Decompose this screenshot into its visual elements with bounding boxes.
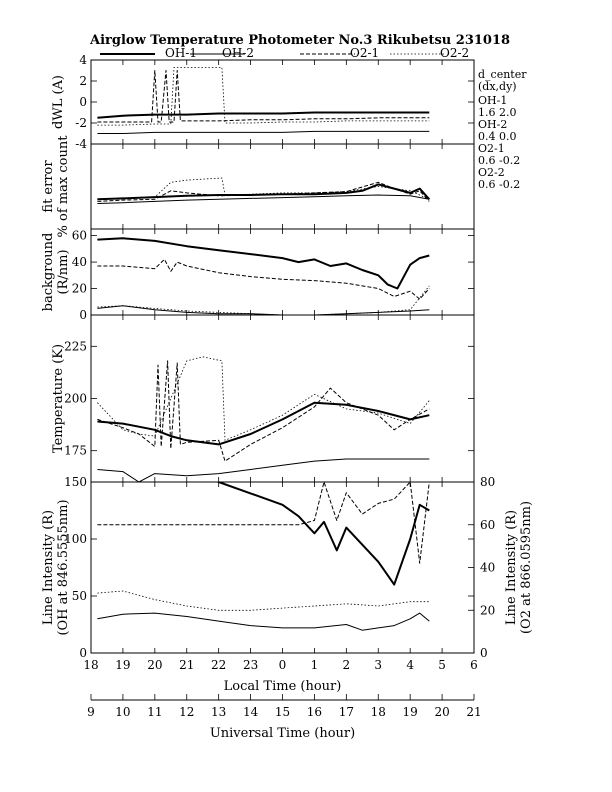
series-o2-2-panel-5 xyxy=(97,590,430,611)
y-axis-label-3: background xyxy=(41,233,56,312)
y-tick-label: -2 xyxy=(75,116,87,130)
y-tick-label: 150 xyxy=(64,475,87,489)
local-time-axis-label: Local Time (hour) xyxy=(224,679,342,694)
y-tick-label: -4 xyxy=(75,137,87,151)
side-info-name: O2-1 xyxy=(478,142,505,155)
universal-time-tick-label: 14 xyxy=(243,705,259,719)
y-right-axis-label2: (O2 at 866.0595nm) xyxy=(519,501,534,634)
y-tick-label: 0 xyxy=(79,308,87,322)
series-oh-1-panel-1 xyxy=(97,111,430,119)
y-axis-label-2: fit error xyxy=(41,160,56,213)
side-info-header1: d_center xyxy=(478,68,527,81)
local-time-tick-label: 21 xyxy=(179,658,194,672)
series-o2-2-panel-4 xyxy=(97,356,430,441)
series-oh-1-panel-4 xyxy=(97,401,430,446)
y-tick-label: 4 xyxy=(79,53,87,67)
legend-label-oh-2: OH-2 xyxy=(222,46,254,60)
local-time-tick-label: 4 xyxy=(406,658,414,672)
y-tick-label: 200 xyxy=(64,392,87,406)
series-oh-1-panel-5 xyxy=(215,482,430,586)
universal-time-tick-label: 17 xyxy=(339,705,354,719)
y-tick-label: 100 xyxy=(64,532,87,546)
y-tick-label: 50 xyxy=(72,589,87,603)
series-oh-2-panel-5 xyxy=(97,612,430,631)
y-tick-label: 0 xyxy=(79,646,87,660)
y-tick-label: 2 xyxy=(79,74,87,88)
series-o2-2-panel-1 xyxy=(97,67,430,126)
side-info-header2: (dx,dy) xyxy=(478,80,517,93)
universal-time-tick-label: 16 xyxy=(307,705,322,719)
local-time-tick-label: 0 xyxy=(279,658,287,672)
universal-time-tick-label: 19 xyxy=(403,705,418,719)
local-time-tick-label: 23 xyxy=(243,658,258,672)
series-o2-1-panel-2 xyxy=(97,181,430,202)
y-tick-label: 20 xyxy=(72,282,87,296)
universal-time-tick-label: 12 xyxy=(179,705,194,719)
series-o2-2-panel-2 xyxy=(97,177,430,200)
universal-time-tick-label: 9 xyxy=(87,705,95,719)
universal-time-tick-label: 10 xyxy=(115,705,130,719)
universal-time-tick-label: 21 xyxy=(466,705,481,719)
series-o2-1-panel-4 xyxy=(97,360,430,462)
y-right-tick-label: 20 xyxy=(480,603,495,617)
y-right-tick-label: 0 xyxy=(480,646,488,660)
series-o2-1-panel-3 xyxy=(97,258,430,300)
local-time-tick-label: 1 xyxy=(311,658,319,672)
y-axis-label-1: dWL (A) xyxy=(51,75,66,129)
universal-time-tick-label: 15 xyxy=(275,705,290,719)
series-o2-2-panel-3 xyxy=(97,285,430,315)
side-info-name: OH-2 xyxy=(478,118,507,131)
panel-frame-4 xyxy=(90,314,475,483)
universal-time-tick-label: 13 xyxy=(211,705,226,719)
y-tick-label: 0 xyxy=(79,95,87,109)
panel-frame-2 xyxy=(90,143,475,230)
y-right-tick-label: 40 xyxy=(480,561,495,575)
legend-label-oh-1: OH-1 xyxy=(165,46,197,60)
y-tick-label: 225 xyxy=(64,339,87,353)
side-info-values: 1.6 2.0 xyxy=(478,106,516,119)
universal-time-tick-label: 20 xyxy=(434,705,449,719)
y-tick-label: 175 xyxy=(64,444,87,458)
local-time-tick-label: 5 xyxy=(438,658,446,672)
y-axis-label-4: Temperature (K) xyxy=(51,344,66,453)
series-oh-1-panel-2 xyxy=(97,183,431,201)
side-info-values: 0.4 0.0 xyxy=(478,130,516,143)
chart-title: Airglow Temperature Photometer No.3 Riku… xyxy=(89,33,510,48)
local-time-tick-label: 19 xyxy=(115,658,130,672)
local-time-tick-label: 6 xyxy=(470,658,478,672)
local-time-tick-label: 20 xyxy=(147,658,162,672)
series-oh-2-panel-4 xyxy=(97,458,430,482)
series-oh-1-panel-3 xyxy=(97,237,430,290)
side-info-values: 0.6 -0.2 xyxy=(478,178,520,191)
y-axis-label-5: Line Intensity (R) xyxy=(41,510,56,625)
series-oh-2-panel-3 xyxy=(97,305,430,315)
y-axis-label2-3: (R/nm) xyxy=(56,249,71,294)
series-o2-1-panel-1 xyxy=(97,70,430,123)
y-right-tick-label: 60 xyxy=(480,518,495,532)
universal-time-tick-label: 18 xyxy=(371,705,386,719)
local-time-tick-label: 3 xyxy=(374,658,382,672)
universal-time-tick-label: 11 xyxy=(147,705,162,719)
series-oh-2-panel-1 xyxy=(97,130,430,134)
legend-label-o2-1: O2-1 xyxy=(350,46,379,60)
y-axis-label2-5: (OH at 846.5555nm) xyxy=(56,499,71,635)
y-right-tick-label: 80 xyxy=(480,475,495,489)
y-right-axis-label: Line Intensity (R) xyxy=(504,510,519,625)
series-oh-2-panel-2 xyxy=(97,194,430,204)
series-o2-1-panel-5 xyxy=(97,482,430,564)
y-tick-label: 60 xyxy=(72,229,87,243)
side-info-name: O2-2 xyxy=(478,166,505,179)
local-time-tick-label: 2 xyxy=(343,658,351,672)
y-axis-label2-2: % of max count xyxy=(56,135,71,238)
side-info-values: 0.6 -0.2 xyxy=(478,154,520,167)
side-info-name: OH-1 xyxy=(478,94,507,107)
legend-label-o2-2: O2-2 xyxy=(440,46,469,60)
local-time-tick-label: 18 xyxy=(83,658,98,672)
universal-time-axis-label: Universal Time (hour) xyxy=(210,726,355,741)
y-tick-label: 40 xyxy=(72,255,87,269)
local-time-tick-label: 22 xyxy=(211,658,226,672)
panel-frame-5 xyxy=(90,481,475,654)
